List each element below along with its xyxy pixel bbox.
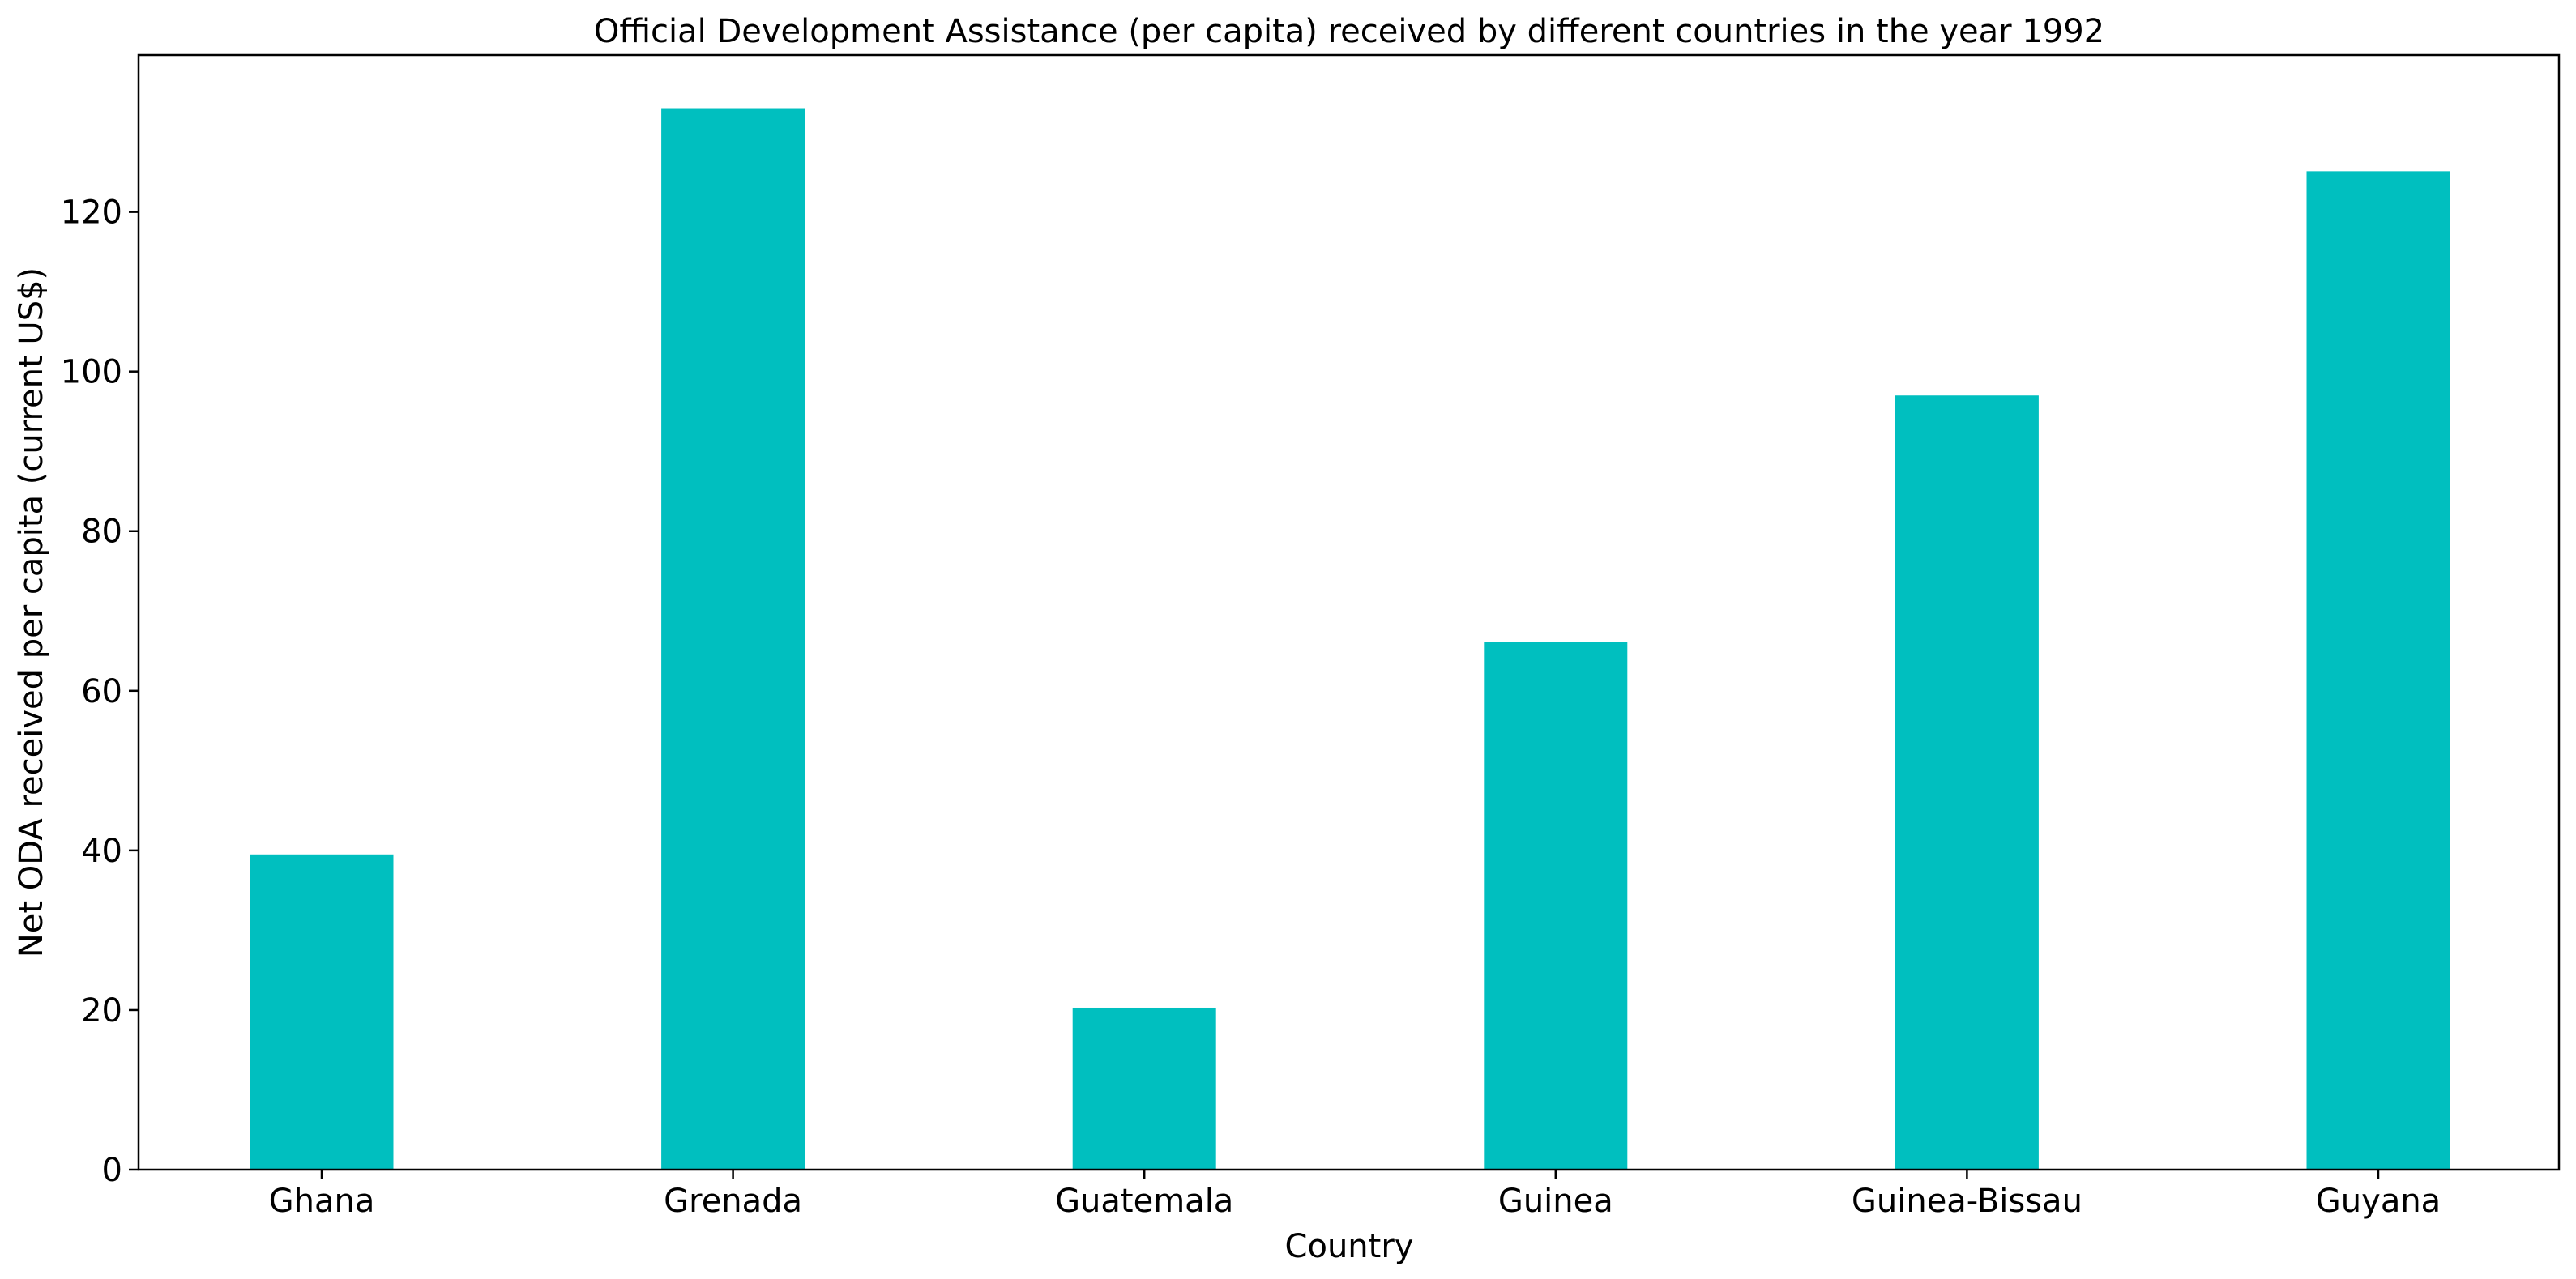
bar-guatemala: [1072, 1007, 1216, 1170]
bars-group: [250, 108, 2450, 1170]
bar-guyana: [2306, 171, 2450, 1170]
y-tick-label: 80: [81, 514, 122, 551]
x-tick-label: Guinea: [1498, 1183, 1613, 1220]
x-tick-label: Ghana: [269, 1183, 375, 1220]
x-axis-label: Country: [1285, 1228, 1414, 1265]
y-tick-label: 60: [81, 673, 122, 710]
y-tick-label: 120: [61, 194, 122, 232]
chart-title: Official Development Assistance (per cap…: [594, 13, 2104, 50]
x-tick-label: Guyana: [2316, 1183, 2441, 1220]
y-tick-label: 100: [61, 354, 122, 391]
x-tick-label: Guinea-Bissau: [1852, 1183, 2083, 1220]
bar-guinea-bissau: [1895, 395, 2039, 1170]
y-axis-label: Net ODA received per capita (current US$…: [13, 267, 50, 957]
bar-grenada: [661, 108, 805, 1170]
y-tick-label: 40: [81, 833, 122, 870]
plot-area-frame: [137, 53, 2561, 1171]
bar-ghana: [250, 854, 394, 1170]
y-axis-ticks: 0 20 40 60 80 100 120: [61, 194, 139, 1189]
y-tick-label: 20: [81, 992, 122, 1030]
x-axis-ticks: Ghana Grenada Guatemala Guinea Guinea-Bissau…: [269, 1170, 2441, 1220]
x-tick-label: Grenada: [664, 1183, 802, 1220]
y-tick-label: 0: [102, 1152, 122, 1189]
bar-guinea: [1484, 642, 1628, 1170]
x-tick-label: Guatemala: [1055, 1183, 1233, 1220]
